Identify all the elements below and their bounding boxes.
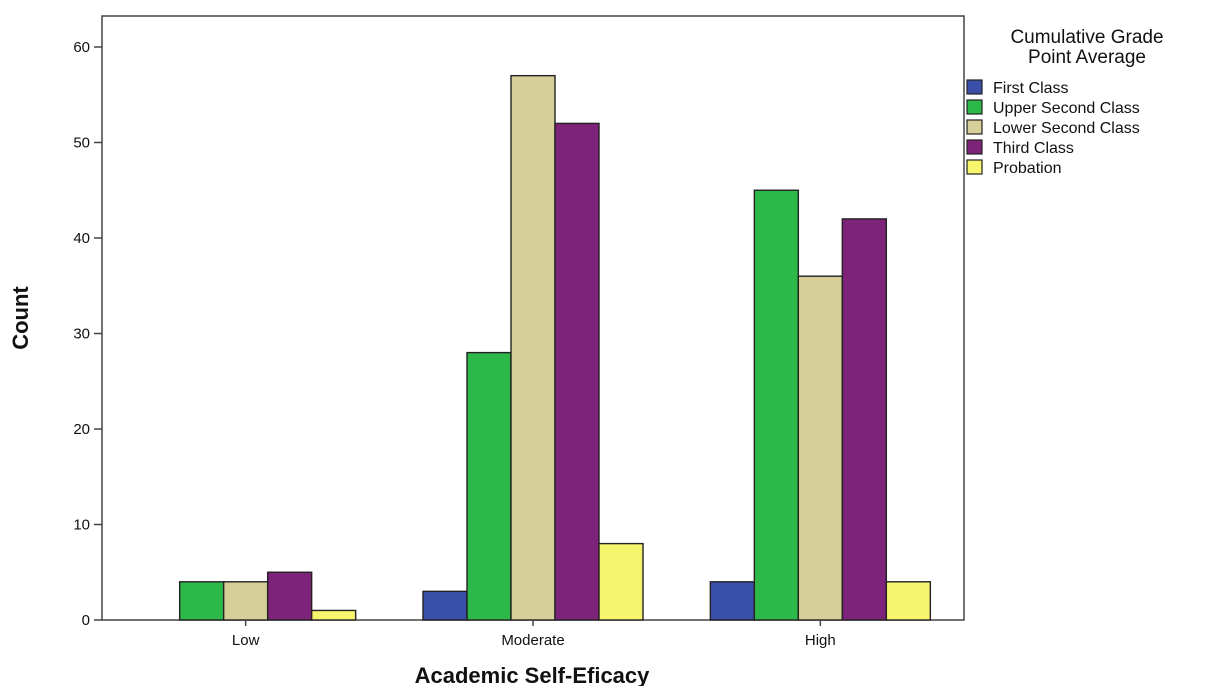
x-tick-label-low: Low [232,632,260,649]
legend-swatch-first-class [966,79,983,95]
bar-high-probation [885,581,932,621]
bar-moderate-lower-second-class [510,74,556,621]
x-axis: Low Moderate High [232,620,836,649]
bar-low-lower-second-class [222,581,269,621]
y-tick-label-60: 60 [73,39,90,56]
bar-moderate-probation [598,542,644,621]
legend: Cumulative Grade Point Average First Cla… [966,27,1164,177]
bar-high-first-class [709,581,756,621]
bar-high-lower-second-class [797,275,844,621]
legend-swatch-upper-second-class [966,99,983,115]
y-tick-label-10: 10 [73,517,90,534]
y-tick-label-20: 20 [73,421,90,438]
x-tick-label-high: High [805,632,836,649]
y-tick-label-50: 50 [73,135,90,152]
legend-label-first-class: First Class [993,80,1069,97]
legend-label-probation: Probation [993,160,1062,177]
legend-title-line-2: Point Average [1028,47,1146,68]
y-tick-label-0: 0 [82,612,90,629]
x-tick-label-moderate: Moderate [501,632,564,649]
y-axis-title: Count [8,286,33,350]
legend-swatch-probation [966,159,983,175]
bar-low-third-class [266,571,313,621]
y-tick-label-40: 40 [73,230,90,247]
bar-low-probation [310,609,357,621]
bar-high-upper-second-class [753,189,800,621]
y-axis: 0 10 20 30 40 50 60 [73,39,102,629]
bar-moderate-third-class [554,122,600,621]
bar-high-third-class [841,218,888,621]
bar-low-upper-second-class [178,581,225,621]
bar-moderate-first-class [422,590,468,621]
bar-moderate-upper-second-class [466,351,512,621]
bars [178,74,932,621]
legend-label-lower-second-class: Lower Second Class [993,120,1140,137]
legend-swatch-third-class [966,139,983,155]
legend-title-line-1: Cumulative Grade [1010,27,1163,48]
legend-label-upper-second-class: Upper Second Class [993,100,1140,117]
y-tick-label-30: 30 [73,326,90,343]
legend-swatch-lower-second-class [966,119,983,135]
legend-label-third-class: Third Class [993,140,1074,157]
x-axis-title: Academic Self-Eficacy [415,663,651,686]
